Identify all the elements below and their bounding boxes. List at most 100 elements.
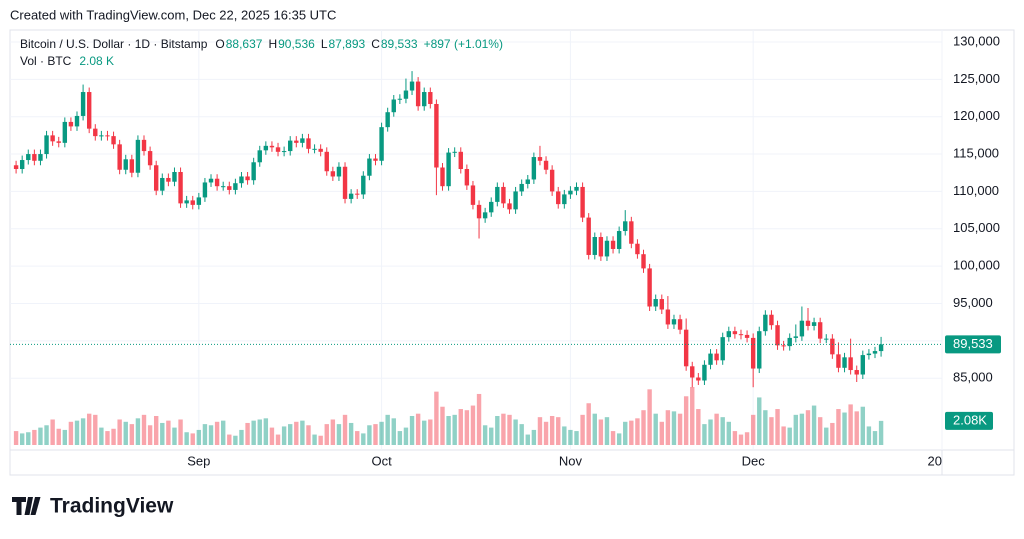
candle-body xyxy=(775,325,780,346)
candle-body xyxy=(409,81,415,91)
candle-body xyxy=(525,179,530,184)
candle-body xyxy=(166,177,171,182)
candle-body xyxy=(549,169,555,192)
volume-bar xyxy=(763,410,768,445)
y-tick-label: 85,000 xyxy=(953,370,993,385)
volume-bar xyxy=(397,431,403,445)
volume-bar xyxy=(288,424,293,445)
candle-body xyxy=(592,237,597,255)
candle-body xyxy=(610,240,616,249)
legend-value: 87,893 xyxy=(329,37,366,51)
volume-bar xyxy=(616,433,622,445)
volume-bar xyxy=(160,422,165,445)
volume-bar xyxy=(257,419,262,445)
candle-body xyxy=(683,329,689,367)
candle-body xyxy=(214,178,220,187)
volume-bar xyxy=(702,424,707,445)
legend-value: 89,533 xyxy=(381,37,418,51)
volume-bar xyxy=(513,419,518,445)
candle-body xyxy=(708,353,713,365)
candle-body xyxy=(422,92,427,107)
candle-body xyxy=(153,165,159,191)
volume-bar xyxy=(811,405,817,445)
candle-body xyxy=(318,148,323,152)
volume-bar xyxy=(501,413,506,445)
volume-bar xyxy=(373,424,378,445)
volume-bar xyxy=(458,409,463,445)
x-tick-label: 2026 xyxy=(928,453,957,468)
candle-body xyxy=(428,92,433,104)
volume-bar xyxy=(556,417,561,445)
candle-body xyxy=(763,314,768,332)
candle-body xyxy=(848,357,853,371)
volume-bar xyxy=(141,414,147,445)
volume-bar xyxy=(549,416,555,445)
volume-bar xyxy=(239,429,244,445)
candle-body xyxy=(805,320,811,326)
candle-body xyxy=(878,344,884,352)
time-axis: Sep Oct Nov Dec 2026 xyxy=(187,453,957,468)
volume-bar xyxy=(854,411,859,445)
candle-body xyxy=(537,157,543,161)
volume-bar xyxy=(324,424,329,445)
volume-bar xyxy=(129,424,135,445)
volume-bar xyxy=(757,397,762,445)
volume-bar xyxy=(68,421,74,445)
legend-key: O xyxy=(215,37,224,51)
candle-body xyxy=(836,354,841,368)
candle-body xyxy=(62,121,68,143)
candle-body xyxy=(501,186,506,204)
candle-body xyxy=(616,231,622,249)
candle-body xyxy=(13,165,19,170)
candle-body xyxy=(574,186,579,191)
volume-bar xyxy=(422,420,427,445)
legend-change: +897 (+1.01%) xyxy=(424,37,503,51)
volume-bar xyxy=(361,433,366,445)
candle-body xyxy=(744,334,750,338)
volume-bar xyxy=(653,413,658,445)
created-note: Created with TradingView.com, Dec 22, 20… xyxy=(10,7,336,22)
candle-body xyxy=(336,166,342,177)
candle-body xyxy=(56,141,61,143)
candle-body xyxy=(696,377,701,381)
volume-bar xyxy=(842,412,847,445)
volume-bar xyxy=(19,433,25,445)
volume-bar xyxy=(592,413,597,445)
candle-body xyxy=(178,171,183,204)
candle-body xyxy=(196,197,202,205)
volume-bar xyxy=(647,389,652,445)
candle-body xyxy=(391,99,396,113)
logo-text: TradingView xyxy=(50,495,174,518)
candle-body xyxy=(257,150,262,163)
volume-bar xyxy=(153,416,159,445)
candle-body xyxy=(269,145,275,148)
candle-body xyxy=(562,194,567,205)
candle-body xyxy=(281,151,287,153)
candle-body xyxy=(105,135,110,137)
candle-body xyxy=(50,135,55,142)
candle-body xyxy=(415,81,421,107)
volume-bar xyxy=(348,422,354,445)
volume-bar xyxy=(641,410,646,445)
volume-bar xyxy=(281,426,287,445)
volume-bar xyxy=(135,418,141,445)
y-tick-label: 110,000 xyxy=(953,183,999,198)
volume-bar xyxy=(233,435,238,445)
volume-bar xyxy=(696,409,701,445)
volume-bar xyxy=(799,413,805,445)
candle-body xyxy=(355,193,360,195)
candle-body xyxy=(324,151,329,172)
candle-body xyxy=(385,112,390,128)
volume-bar xyxy=(56,428,61,445)
candle-body xyxy=(111,136,116,145)
candle-body xyxy=(373,158,378,161)
candle-body xyxy=(519,183,524,192)
candle-body xyxy=(202,182,208,198)
volume-bar xyxy=(720,417,725,445)
candle-body xyxy=(872,351,878,354)
volume-bar xyxy=(683,396,689,445)
candle-body xyxy=(26,154,31,161)
y-tick-label: 130,000 xyxy=(953,33,1000,48)
